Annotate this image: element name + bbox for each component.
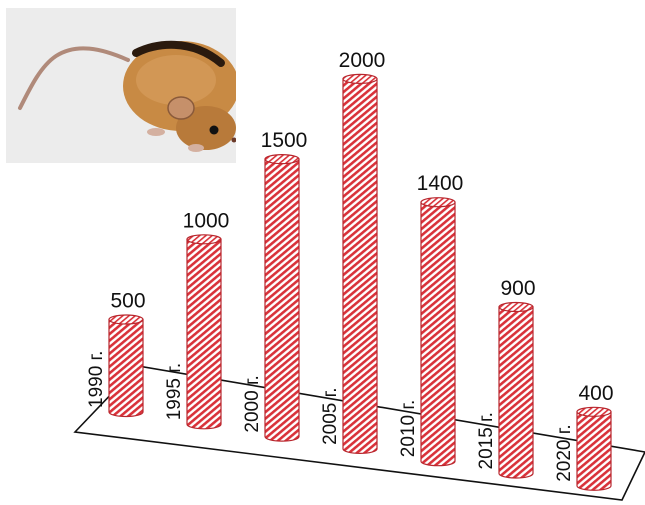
bar-2: 1000 1995 г. xyxy=(164,209,230,430)
value-label: 1400 xyxy=(417,172,464,195)
value-label: 400 xyxy=(578,382,613,405)
bar-body xyxy=(342,78,378,454)
bar-1: 500 1990 г. xyxy=(86,290,146,418)
value-label: 2000 xyxy=(339,49,386,72)
bar-body xyxy=(108,318,144,418)
bar-body xyxy=(264,158,300,442)
bar-body xyxy=(576,411,612,491)
bar-body xyxy=(420,201,456,467)
value-label: 500 xyxy=(110,290,145,313)
value-label: 1500 xyxy=(261,129,308,152)
bar-4: 2000 2005 г. xyxy=(320,49,385,454)
value-label: 1000 xyxy=(183,209,230,232)
year-label: 1990 г. xyxy=(86,351,107,408)
mouse-photo xyxy=(6,8,236,163)
bar-top xyxy=(186,234,222,245)
year-label: 2010 г. xyxy=(398,400,419,457)
bar-6: 900 2015 г. xyxy=(476,277,536,479)
bar-body xyxy=(498,306,534,479)
value-label: 900 xyxy=(500,277,535,300)
year-label: 2020 г. xyxy=(554,424,575,481)
bar-5: 1400 2010 г. xyxy=(398,172,464,467)
bar-body xyxy=(186,238,222,430)
bar-top xyxy=(498,301,534,313)
bar-top xyxy=(420,197,456,208)
year-label: 1995 г. xyxy=(164,363,185,420)
bar-top xyxy=(576,406,612,417)
year-label: 2015 г. xyxy=(476,412,497,469)
bars-group: 500 1990 г. 1000 1995 г. 1500 2000 г. 2000 2005… xyxy=(86,49,614,491)
bar-top xyxy=(108,314,144,325)
bar-3: 1500 2000 г. xyxy=(242,129,308,442)
bar-top xyxy=(342,73,378,85)
year-label: 2000 г. xyxy=(242,375,263,432)
year-label: 2005 г. xyxy=(320,387,341,444)
bar-top xyxy=(264,154,300,165)
